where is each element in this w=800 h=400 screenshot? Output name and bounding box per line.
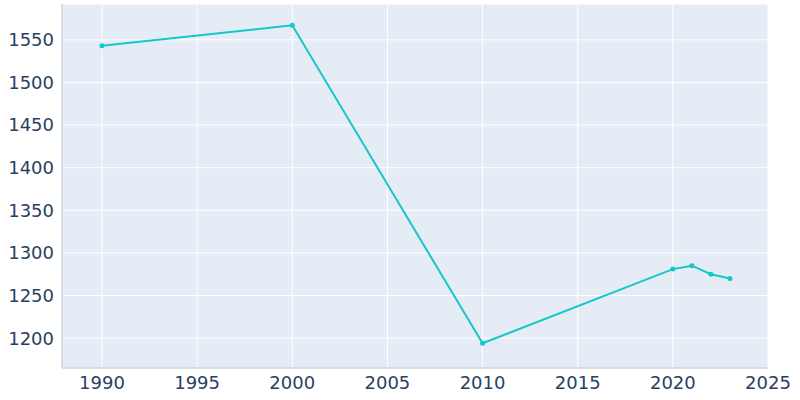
svg-text:1300: 1300 xyxy=(8,242,54,263)
svg-text:1250: 1250 xyxy=(8,285,54,306)
svg-text:2025: 2025 xyxy=(745,372,791,393)
svg-text:2000: 2000 xyxy=(269,372,315,393)
svg-text:2020: 2020 xyxy=(650,372,696,393)
svg-text:2015: 2015 xyxy=(555,372,601,393)
svg-text:2005: 2005 xyxy=(365,372,411,393)
svg-text:1995: 1995 xyxy=(174,372,220,393)
svg-text:1990: 1990 xyxy=(79,372,125,393)
svg-text:1200: 1200 xyxy=(8,328,54,349)
svg-text:1350: 1350 xyxy=(8,200,54,221)
svg-text:1400: 1400 xyxy=(8,157,54,178)
svg-text:1550: 1550 xyxy=(8,29,54,50)
svg-text:1500: 1500 xyxy=(8,72,54,93)
svg-text:1450: 1450 xyxy=(8,114,54,135)
svg-text:2010: 2010 xyxy=(460,372,506,393)
